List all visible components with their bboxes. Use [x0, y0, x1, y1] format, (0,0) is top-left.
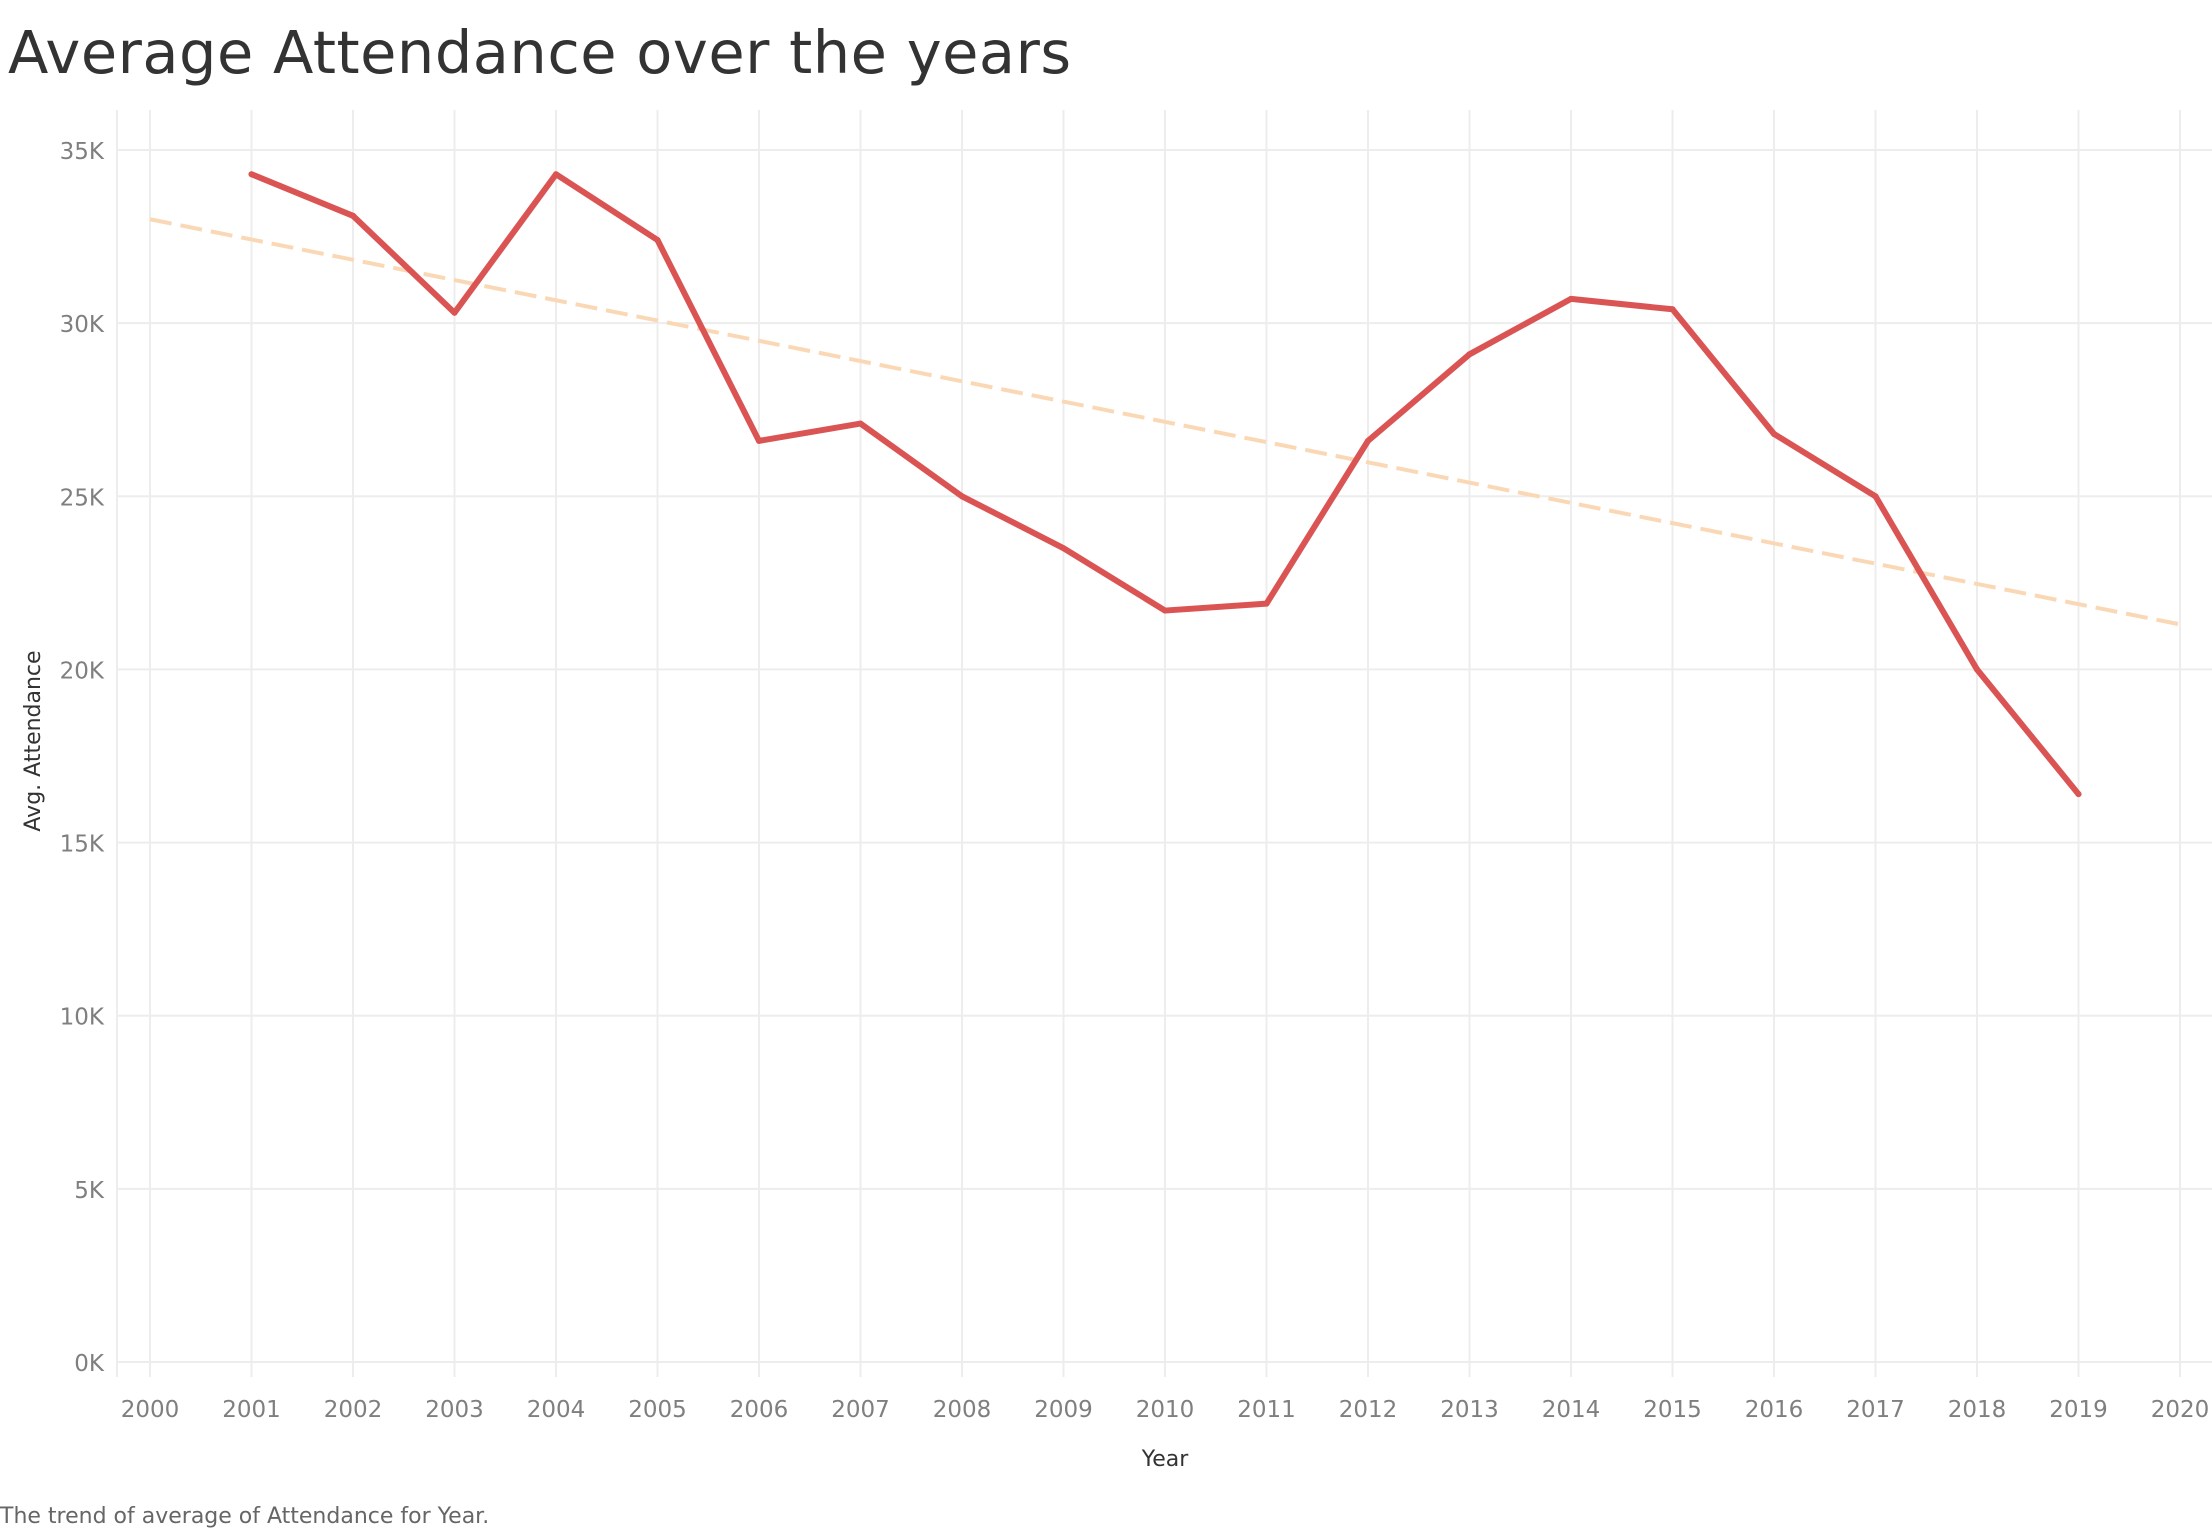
x-tick-label: 2008: [933, 1397, 992, 1423]
data-point: [654, 237, 661, 244]
x-tick-label: 2012: [1339, 1397, 1398, 1423]
data-point: [2075, 791, 2082, 798]
y-tick-label: 0K: [74, 1351, 105, 1377]
x-tick-label: 2015: [1643, 1397, 1702, 1423]
chart-title: Average Attendance over the years: [8, 18, 1072, 87]
data-point: [248, 171, 255, 178]
data-point: [1060, 545, 1067, 552]
y-tick-label: 35K: [60, 139, 105, 165]
x-tick-label: 2019: [2049, 1397, 2108, 1423]
chart-caption: The trend of average of Attendance for Y…: [0, 1504, 490, 1529]
data-point: [553, 171, 559, 178]
x-tick-label: 2016: [1745, 1397, 1804, 1423]
x-tick-label: 2011: [1237, 1397, 1296, 1423]
x-tick-label: 2017: [1846, 1397, 1905, 1423]
x-tick-label: 2014: [1542, 1397, 1601, 1423]
data-point: [1568, 295, 1574, 302]
x-tick-label: 2001: [222, 1397, 281, 1423]
grid: [116, 110, 2212, 1377]
y-tick-label: 25K: [60, 485, 105, 511]
data-point: [1263, 600, 1270, 607]
x-tick-label: 2000: [121, 1397, 180, 1423]
x-tick-label: 2003: [425, 1397, 484, 1423]
data-point: [1872, 493, 1879, 500]
data-point: [1466, 351, 1473, 358]
x-tick-label: 2020: [2151, 1397, 2210, 1423]
x-tick-label: 2004: [527, 1397, 586, 1423]
data-point: [959, 493, 965, 500]
data-point: [857, 420, 864, 427]
x-tick-label: 2018: [1948, 1397, 2007, 1423]
x-tick-label: 2007: [831, 1397, 890, 1423]
x-tick-label: 2013: [1440, 1397, 1499, 1423]
data-point: [1162, 607, 1168, 614]
y-tick-label: 5K: [74, 1178, 105, 1204]
data-point: [1771, 430, 1777, 437]
data-point: [350, 212, 356, 219]
x-axis-label: Year: [1141, 1447, 1190, 1472]
trend-line: [149, 217, 2181, 627]
y-tick-label: 20K: [60, 658, 105, 684]
x-axis-ticks: 2000 2001 2002 2003 2004 2005 2006 2007 2008 2009…: [121, 1397, 2210, 1423]
series-layer: [248, 171, 2082, 798]
data-point: [756, 437, 762, 444]
data-point: [1365, 437, 1371, 444]
y-axis-ticks: 0K 5K 10K 15K 20K 25K 30K 35K: [60, 139, 105, 1377]
data-point: [1669, 306, 1676, 313]
y-tick-label: 30K: [60, 312, 105, 338]
x-tick-label: 2006: [730, 1397, 789, 1423]
y-tick-label: 15K: [60, 832, 105, 858]
y-tick-label: 10K: [60, 1005, 105, 1031]
x-tick-label: 2002: [324, 1397, 383, 1423]
y-axis-label: Avg. Attendance: [21, 650, 46, 831]
x-tick-label: 2005: [628, 1397, 687, 1423]
x-tick-label: 2009: [1034, 1397, 1093, 1423]
x-tick-label: 2010: [1136, 1397, 1195, 1423]
data-point: [451, 309, 458, 316]
trend-line-layer: [149, 217, 2181, 627]
data-point: [1974, 666, 1980, 673]
